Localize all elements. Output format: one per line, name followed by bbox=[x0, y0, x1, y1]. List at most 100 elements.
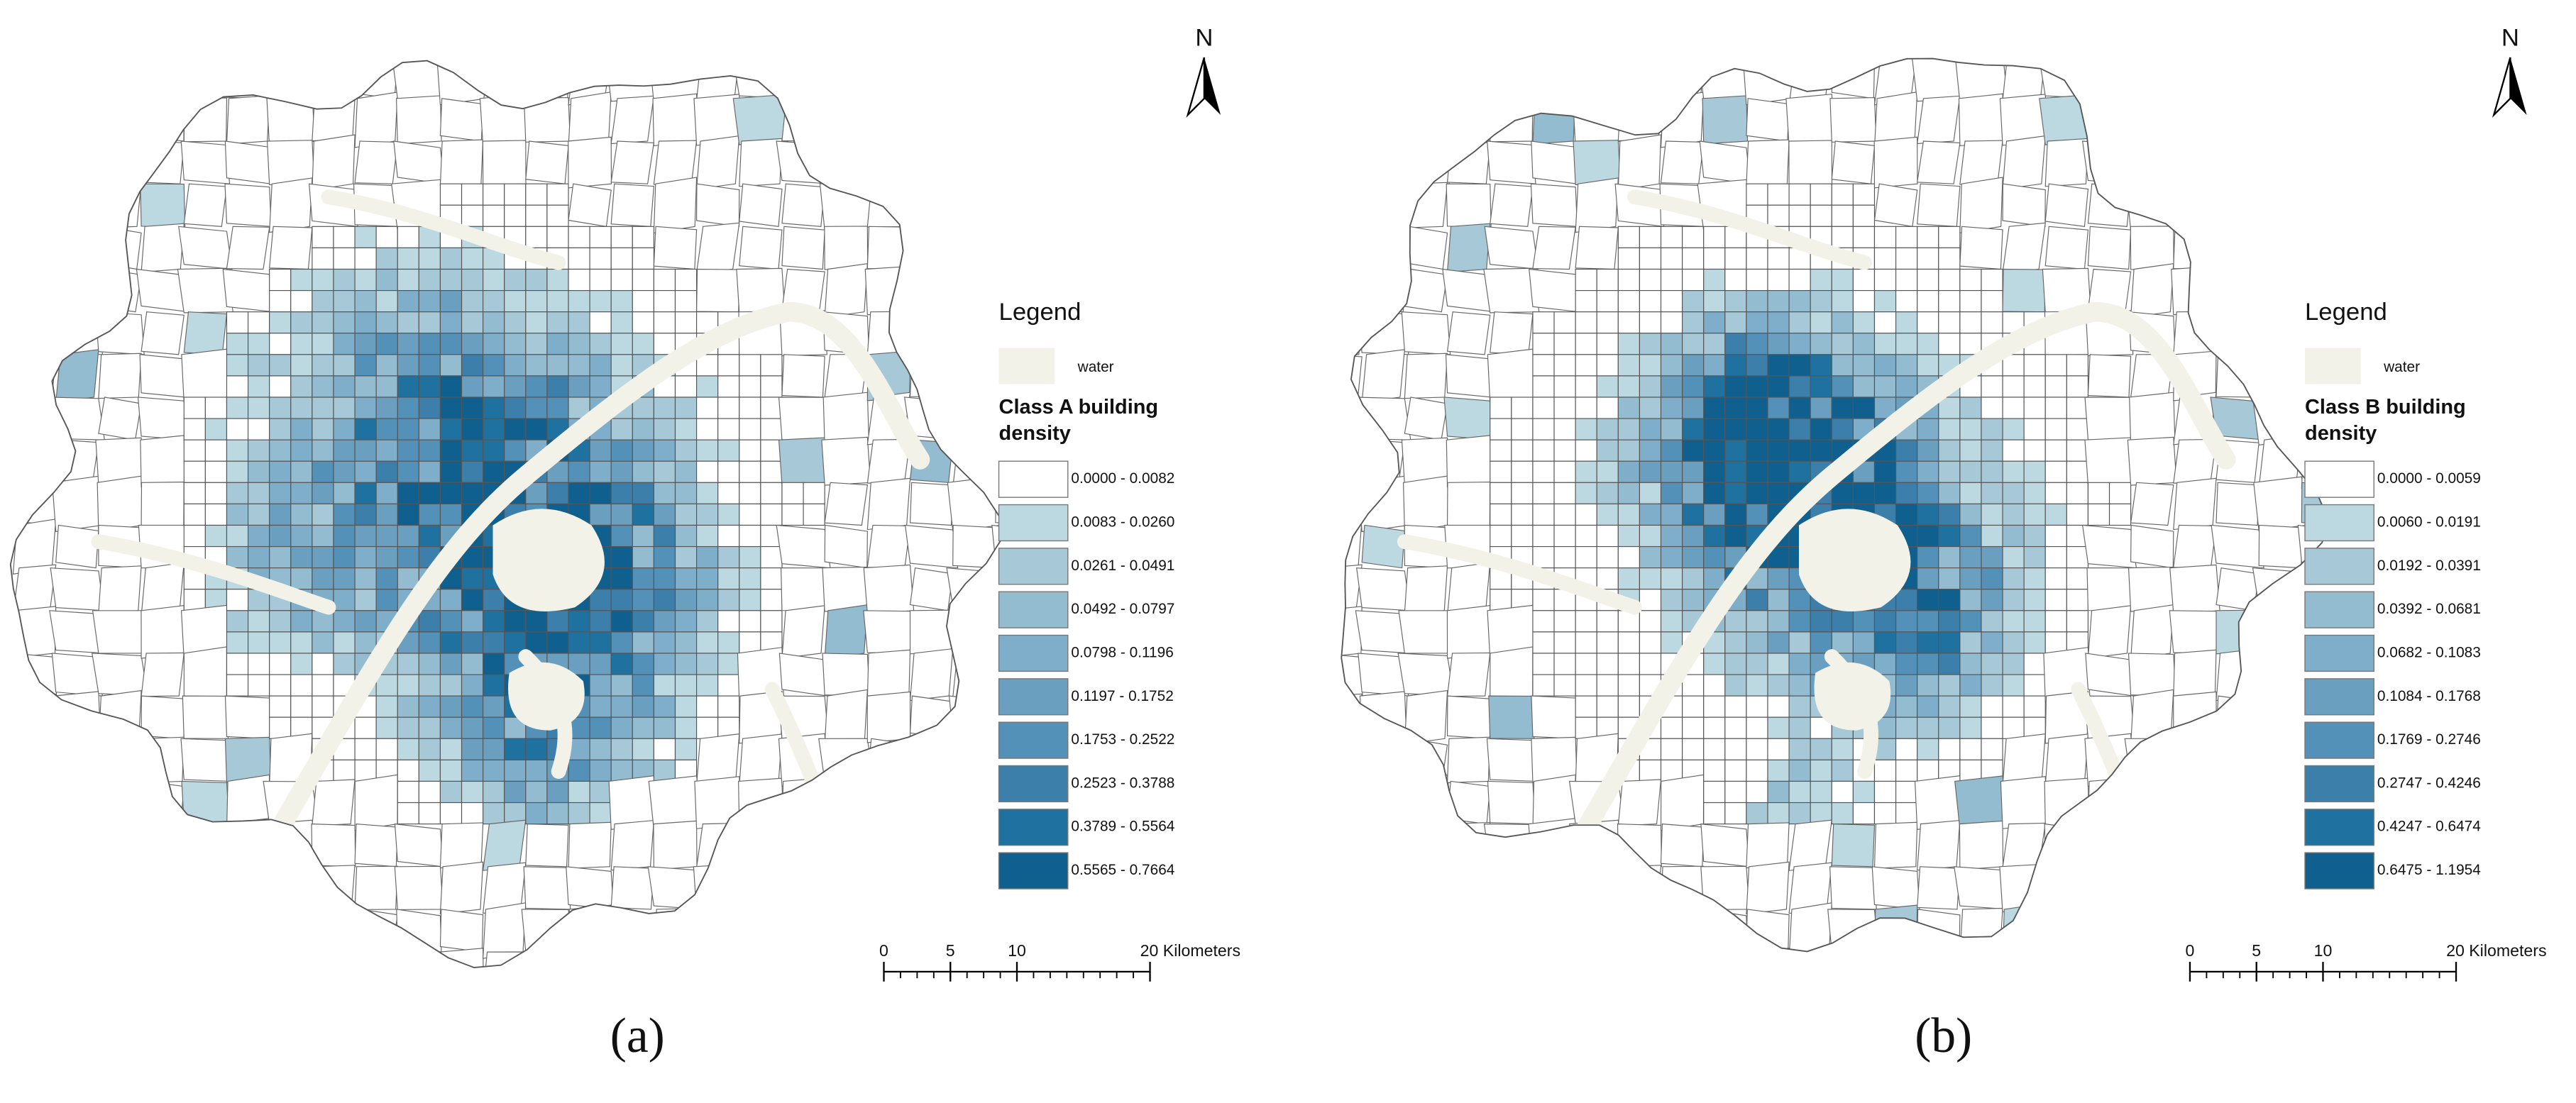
map-cell bbox=[1660, 865, 1705, 911]
map-cell bbox=[1682, 226, 1705, 248]
map-cell bbox=[12, 308, 57, 359]
map-cell bbox=[1917, 333, 1939, 355]
map-cell bbox=[2108, 503, 2132, 526]
map-cell bbox=[439, 439, 463, 462]
map-cell bbox=[333, 354, 356, 377]
map-cell bbox=[2002, 222, 2046, 274]
map-cell bbox=[1570, 864, 1623, 912]
map-cell bbox=[1767, 780, 1790, 804]
map-cell bbox=[674, 738, 698, 760]
map-cell bbox=[2044, 524, 2067, 548]
map-cell bbox=[2125, 179, 2179, 231]
map-cell bbox=[948, 695, 1000, 739]
map-cell bbox=[739, 610, 761, 633]
map-cell bbox=[247, 311, 270, 334]
map-cell bbox=[674, 460, 698, 483]
map-cell bbox=[1810, 759, 1832, 782]
map-cell bbox=[1360, 904, 1406, 952]
legend-label: 0.0192 - 0.0391 bbox=[2377, 558, 2481, 574]
map-cell bbox=[397, 503, 419, 526]
map-cell bbox=[696, 610, 719, 633]
map-cell bbox=[995, 179, 1001, 232]
map-cell bbox=[909, 268, 954, 313]
map-cell bbox=[290, 268, 313, 292]
map-cell bbox=[696, 418, 719, 440]
map-cell bbox=[226, 674, 249, 697]
map-cell bbox=[1402, 98, 1450, 142]
map-cell bbox=[1959, 289, 1982, 313]
map-cell bbox=[1660, 226, 1683, 248]
map-cell bbox=[653, 397, 676, 419]
map-cell bbox=[312, 418, 334, 440]
map-cell bbox=[333, 460, 356, 483]
map-cell bbox=[696, 503, 719, 526]
map-cell bbox=[632, 738, 654, 760]
map-cell bbox=[1959, 759, 1982, 782]
map-cell bbox=[1404, 353, 1448, 399]
map-cell bbox=[1917, 589, 1939, 611]
map-cell bbox=[1532, 589, 1555, 611]
map-cell bbox=[1938, 226, 1961, 248]
map-cell bbox=[717, 375, 740, 398]
map-cell bbox=[461, 311, 484, 334]
map-cell bbox=[1404, 565, 1448, 614]
map-cell bbox=[97, 475, 143, 533]
map-cell bbox=[247, 418, 270, 440]
map-cell bbox=[1895, 716, 1918, 739]
map-cell bbox=[525, 333, 548, 355]
map-cell bbox=[674, 439, 698, 462]
map-cell bbox=[568, 268, 590, 292]
map-cell bbox=[1767, 482, 1790, 504]
map-cell bbox=[141, 13, 184, 56]
map-cell bbox=[1852, 802, 1876, 825]
map-cell bbox=[1575, 695, 1597, 718]
map-cell bbox=[1724, 674, 1747, 697]
map-cell bbox=[717, 397, 740, 419]
map-cell bbox=[226, 311, 249, 334]
map-cell bbox=[1341, 606, 1363, 658]
map-cell bbox=[1341, 179, 1365, 231]
map-cell bbox=[439, 503, 463, 526]
map-cell bbox=[2168, 58, 2221, 99]
legend-label: 0.2747 - 0.4246 bbox=[2377, 775, 2481, 791]
map-cell bbox=[2045, 952, 2088, 994]
map-cell bbox=[54, 948, 101, 968]
map-cell bbox=[1724, 247, 1747, 270]
map-cell bbox=[1810, 397, 1832, 419]
map-cell bbox=[1397, 653, 1455, 697]
map-cell bbox=[483, 311, 505, 334]
map-cell bbox=[568, 610, 590, 633]
map-cell bbox=[461, 204, 484, 227]
map-cell bbox=[1341, 268, 1363, 313]
map-cell bbox=[2002, 545, 2025, 569]
map-cell bbox=[2216, 609, 2259, 655]
map-cell bbox=[439, 482, 463, 504]
map-cell bbox=[1355, 567, 1411, 611]
map-cell bbox=[1788, 460, 1811, 483]
map-cell bbox=[2173, 524, 2217, 569]
map-cell bbox=[825, 13, 868, 56]
map-cell bbox=[947, 476, 1001, 532]
map-cell bbox=[1959, 589, 1982, 611]
map-cell bbox=[1895, 268, 1918, 292]
map-cell bbox=[818, 951, 874, 968]
map-cell bbox=[1938, 460, 1961, 483]
map-cell bbox=[99, 13, 141, 56]
map-cell bbox=[1959, 567, 1982, 590]
map-cell bbox=[2023, 418, 2046, 440]
map-cell bbox=[632, 674, 654, 697]
map-cell bbox=[1810, 375, 1832, 398]
map-cell bbox=[1873, 904, 1918, 952]
map-cell bbox=[546, 780, 569, 804]
map-cell bbox=[269, 333, 292, 355]
map-cell bbox=[2173, 691, 2217, 743]
map-cell bbox=[180, 866, 231, 910]
map-cell bbox=[312, 354, 334, 377]
map-cell bbox=[1917, 289, 1939, 313]
map-cell bbox=[333, 333, 356, 355]
map-cell bbox=[55, 860, 99, 916]
map-cell bbox=[1895, 333, 1918, 355]
map-cell bbox=[952, 610, 996, 654]
map-cell bbox=[991, 10, 1042, 60]
map-cell bbox=[290, 567, 313, 590]
